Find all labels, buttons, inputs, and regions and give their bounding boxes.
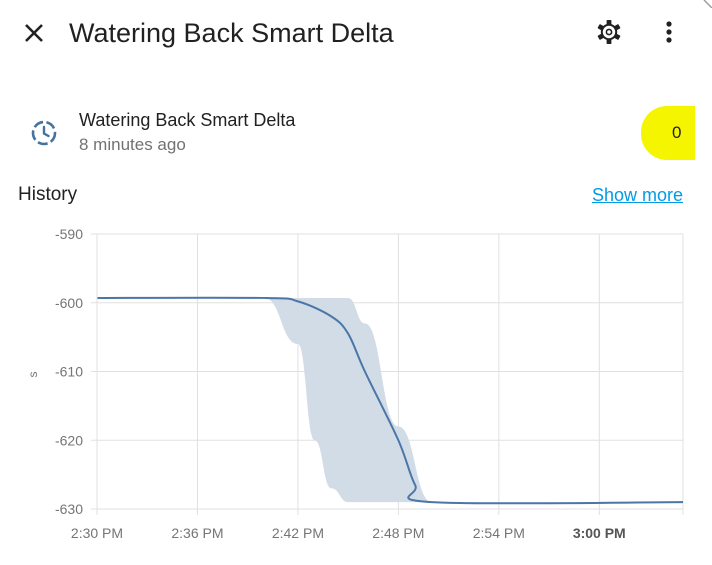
series-band	[264, 297, 432, 503]
dots-vertical-icon	[666, 21, 672, 43]
y-tick-label: -600	[55, 295, 83, 311]
x-tick-label: 2:54 PM	[473, 525, 525, 541]
entity-last-changed: 8 minutes ago	[79, 135, 186, 154]
value-highlight	[641, 106, 695, 160]
x-tick-label: 2:42 PM	[272, 525, 324, 541]
x-tick-label: 2:48 PM	[372, 525, 424, 541]
close-button[interactable]	[18, 17, 50, 49]
y-tick-label: -630	[55, 501, 83, 517]
entity-value: 0	[672, 123, 682, 142]
close-icon	[25, 24, 43, 42]
y-tick-label: -590	[55, 226, 83, 242]
entity-name: Watering Back Smart Delta	[79, 110, 296, 130]
more-options-button[interactable]	[653, 16, 685, 48]
history-chart: -590 -600 -610 -620 -630 2:30 PM 2:36 PM 2:42 P…	[0, 215, 712, 565]
x-tick-label: 2:30 PM	[71, 525, 123, 541]
clock-icon	[28, 117, 60, 149]
gear-icon	[597, 20, 621, 44]
settings-button[interactable]	[593, 16, 625, 48]
entity-row: Watering Back Smart Delta 8 minutes ago	[0, 100, 712, 164]
history-title: History	[18, 184, 78, 205]
history-chart-svg: -590 -600 -610 -620 -630 2:30 PM 2:36 PM 2:42 P…	[26, 226, 684, 541]
dialog-title: Watering Back Smart Delta	[69, 18, 394, 48]
x-tick-label: 2:36 PM	[171, 525, 223, 541]
x-tick-label: 3:00 PM	[573, 525, 626, 541]
series-line	[96, 296, 684, 505]
y-axis-label: s	[26, 372, 40, 378]
corner-mark	[703, 0, 712, 8]
dialog-header: Watering Back Smart Delta	[0, 0, 712, 66]
y-tick-label: -620	[55, 432, 83, 448]
y-tick-label: -610	[55, 364, 83, 380]
show-more-link[interactable]: Show more	[591, 185, 683, 205]
